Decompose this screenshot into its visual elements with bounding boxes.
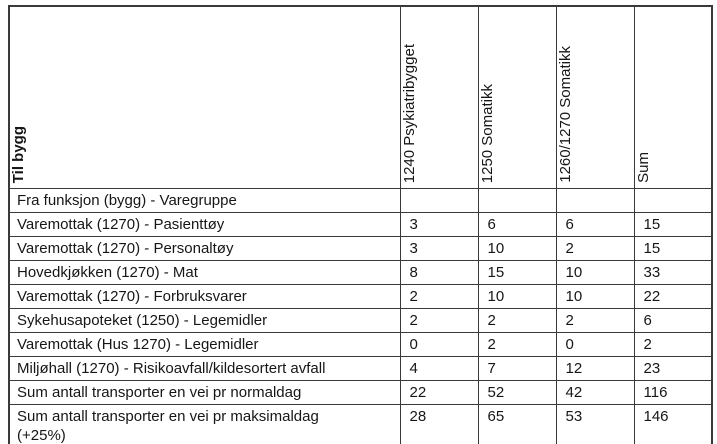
row-value: 10: [555, 260, 635, 285]
row-value: 8: [399, 260, 479, 285]
table-row: Varemottak (Hus 1270) - Legemidler 0 2 0…: [8, 332, 713, 357]
column-header-1250-somatikk: 1250 Somatikk: [477, 5, 557, 189]
row-label: Sum antall transporter en vei pr normald…: [8, 380, 401, 405]
row-value: 28: [399, 404, 479, 444]
table-row: Miljøhall (1270) - Risikoavfall/kildesor…: [8, 356, 713, 381]
row-value: 42: [555, 380, 635, 405]
row-label: Varemottak (1270) - Forbruksvarer: [8, 284, 401, 309]
row-value: 10: [477, 284, 557, 309]
empty-cell: [477, 188, 557, 213]
table-row: Varemottak (1270) - Forbruksvarer 2 10 1…: [8, 284, 713, 309]
row-label: Miljøhall (1270) - Risikoavfall/kildesor…: [8, 356, 401, 381]
row-value: 0: [555, 332, 635, 357]
row-value: 52: [477, 380, 557, 405]
row-value: 2: [477, 332, 557, 357]
empty-cell: [399, 188, 479, 213]
table-row: Sum antall transporter en vei pr normald…: [8, 380, 713, 405]
row-value: 6: [633, 308, 713, 333]
row-value: 65: [477, 404, 557, 444]
corner-header-label: Til bygg: [10, 125, 27, 183]
table-row: Varemottak (1270) - Pasienttøy 3 6 6 15: [8, 212, 713, 237]
row-value: 0: [399, 332, 479, 357]
row-value: 15: [477, 260, 557, 285]
corner-header-cell: Til bygg: [8, 5, 401, 189]
empty-cell: [555, 188, 635, 213]
row-label: Sykehusapoteket (1250) - Legemidler: [8, 308, 401, 333]
row-value: 53: [555, 404, 635, 444]
table-row: Hovedkjøkken (1270) - Mat 8 15 10 33: [8, 260, 713, 285]
row-value: 3: [399, 236, 479, 261]
row-value: 2: [399, 308, 479, 333]
row-value: 10: [555, 284, 635, 309]
row-label: Varemottak (1270) - Pasienttøy: [8, 212, 401, 237]
row-value: 6: [477, 212, 557, 237]
row-value: 116: [633, 380, 713, 405]
header-row: Til bygg 1240 Psykiatribygget 1250 Somat…: [8, 5, 713, 189]
column-header-1260-1270-somatikk: 1260/1270 Somatikk: [555, 5, 635, 189]
column-header-label: 1250 Somatikk: [478, 83, 496, 183]
row-value: 10: [477, 236, 557, 261]
row-value: 6: [555, 212, 635, 237]
table-row: Sykehusapoteket (1250) - Legemidler 2 2 …: [8, 308, 713, 333]
row-value: 2: [555, 236, 635, 261]
table-body: Fra funksjon (bygg) - Varegruppe Varemot…: [8, 188, 713, 444]
row-value: 3: [399, 212, 479, 237]
column-header-label: 1240 Psykiatribygget: [400, 43, 418, 183]
row-value: 15: [633, 236, 713, 261]
row-value: 22: [633, 284, 713, 309]
row-value: 146: [633, 404, 713, 444]
table-row: Varemottak (1270) - Personaltøy 3 10 2 1…: [8, 236, 713, 261]
empty-cell: [633, 188, 713, 213]
row-value: 23: [633, 356, 713, 381]
section-header-row: Fra funksjon (bygg) - Varegruppe: [8, 188, 713, 213]
row-value: 2: [633, 332, 713, 357]
section-header-label: Fra funksjon (bygg) - Varegruppe: [8, 188, 401, 213]
row-value: 2: [477, 308, 557, 333]
transport-table: Til bygg 1240 Psykiatribygget 1250 Somat…: [8, 5, 713, 444]
column-header-label: Sum: [634, 152, 652, 183]
row-label: Varemottak (1270) - Personaltøy: [8, 236, 401, 261]
row-value: 33: [633, 260, 713, 285]
row-value: 12: [555, 356, 635, 381]
row-value: 22: [399, 380, 479, 405]
row-value: 7: [477, 356, 557, 381]
column-header-1240-psykiatribygget: 1240 Psykiatribygget: [399, 5, 479, 189]
column-header-label: 1260/1270 Somatikk: [556, 46, 574, 183]
row-value: 2: [399, 284, 479, 309]
row-label: Hovedkjøkken (1270) - Mat: [8, 260, 401, 285]
row-value: 4: [399, 356, 479, 381]
row-value: 2: [555, 308, 635, 333]
row-value: 15: [633, 212, 713, 237]
table-row: Sum antall transporter en vei pr maksima…: [8, 404, 713, 444]
column-header-sum: Sum: [633, 5, 713, 189]
row-label: Varemottak (Hus 1270) - Legemidler: [8, 332, 401, 357]
row-label: Sum antall transporter en vei pr maksima…: [8, 404, 401, 444]
